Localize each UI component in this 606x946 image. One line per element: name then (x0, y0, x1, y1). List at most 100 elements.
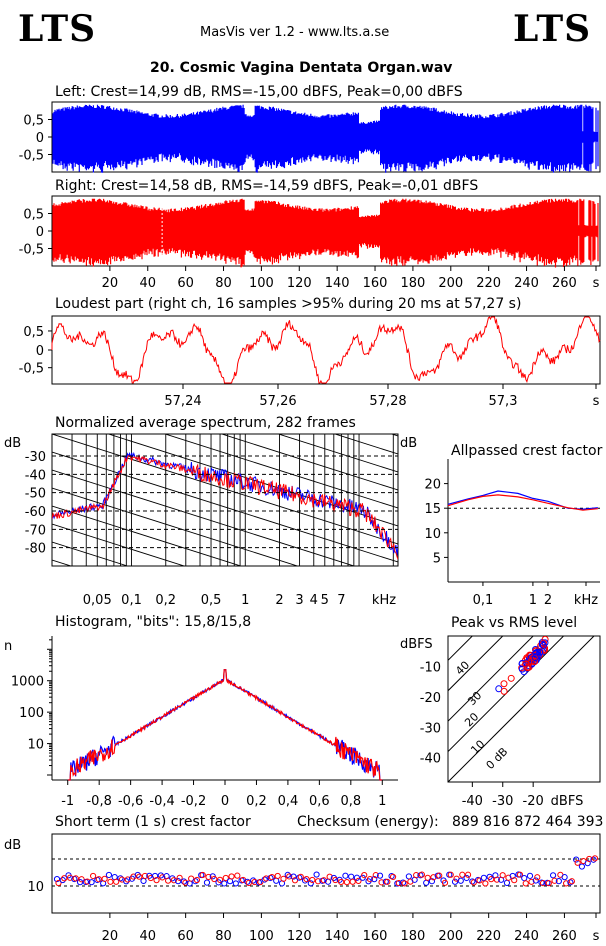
spectrum-right (52, 454, 398, 560)
shortcrest-point (203, 879, 211, 886)
x-tick-label: 20 (102, 276, 119, 291)
shortcrest-point (493, 876, 500, 883)
y-tick-label: 0,5 (23, 208, 44, 223)
shortcrest-point (297, 873, 304, 880)
x-tick-label: -40 (462, 794, 483, 809)
shortcrest-point (101, 875, 108, 882)
peakrms-point (539, 639, 547, 647)
loudest-title: Loudest part (right ch, 16 samples >95% … (55, 296, 521, 312)
shortcrest-point (423, 879, 430, 886)
y-tick-label: -40 (420, 752, 441, 767)
x-tick-label: 240 (514, 929, 539, 944)
shortcrest-point (463, 874, 470, 882)
shortcrest-point (159, 874, 166, 881)
shortcrest-point (55, 879, 62, 887)
shortcrest-point (268, 874, 276, 881)
x-tick-label: 200 (438, 929, 463, 944)
histogram-ylabel: n (4, 639, 12, 654)
x-tick-label: 0,1 (121, 593, 142, 608)
x-tick-label: 3 (295, 593, 303, 608)
peakrms-title: Peak vs RMS level (451, 615, 577, 631)
x-tick-label: 0,1 (473, 593, 494, 608)
shortcrest-point (534, 874, 541, 881)
histogram-right (67, 669, 383, 781)
x-tick-label: 220 (476, 929, 501, 944)
shortcrest-point (66, 874, 74, 881)
x-tick-label: s (593, 394, 600, 409)
shortcrest-point (309, 876, 316, 884)
shortcrest-point (355, 877, 362, 884)
shortcrest-point (436, 872, 443, 879)
x-tick-label: s (593, 929, 600, 944)
x-tick-label: 100 (249, 929, 274, 944)
shortcrest-point (366, 876, 374, 883)
crest-title: Allpassed crest factor (451, 443, 603, 459)
y-tick-label: -80 (25, 542, 46, 557)
y-tick-label: -0,5 (19, 243, 44, 258)
x-tick-label: 2 (544, 593, 552, 608)
y-tick-label: 10 (424, 527, 441, 542)
peakrms-point (536, 648, 544, 656)
x-tick-label: 1 (378, 794, 386, 809)
x-tick-label: 0,2 (246, 794, 267, 809)
x-tick-label: 60 (177, 276, 194, 291)
shortcrest-point (395, 880, 402, 887)
shortcrest-point (428, 878, 436, 885)
y-tick-label: 15 (424, 502, 441, 517)
shortcrest-point (216, 876, 224, 883)
shortcrest-title: Short term (1 s) crest factor (55, 814, 251, 830)
peakrms-plot (448, 636, 595, 782)
shortcrest-point (372, 872, 379, 879)
peakrms-point (531, 654, 539, 662)
x-tick-label: 60 (177, 929, 194, 944)
shortcrest-point (563, 880, 570, 887)
shortcrest-point (573, 856, 580, 863)
x-tick-label: 20 (102, 929, 119, 944)
y-tick-label: -60 (25, 505, 46, 520)
shortcrest-point (303, 875, 310, 883)
shortcrest-point (545, 880, 552, 887)
waveform-right (52, 198, 599, 268)
shortcrest-point (464, 871, 472, 878)
shortcrest-frame (51, 833, 601, 914)
shortcrest-point (441, 879, 449, 886)
shortcrest-point (274, 872, 281, 880)
peakrms-point (539, 642, 547, 650)
y-tick-label: -70 (25, 523, 46, 538)
shortcrest-point (175, 878, 182, 885)
x-tick-label: -0,4 (149, 794, 174, 809)
shortcrest-point (384, 878, 391, 885)
shortcrest-point (401, 880, 408, 887)
crest-series-left (447, 490, 598, 510)
lts-logo-left: LTS (18, 8, 97, 50)
shortcrest-point (192, 878, 199, 885)
x-tick-label: 100 (249, 276, 274, 291)
y-tick-label: 5 (433, 551, 441, 566)
spectrum-slope-line (163, 434, 398, 509)
y-tick-label: 0,5 (23, 114, 44, 129)
x-tick-label: -20 (523, 794, 544, 809)
spectrum-slope-line (276, 434, 398, 473)
diagonal-label: 20 (462, 710, 481, 729)
spectrum-slope-line (52, 451, 398, 563)
shortcrest-point (136, 873, 143, 880)
diagonal-label: 30 (465, 689, 484, 708)
x-tick-label: 1 (241, 593, 249, 608)
shortcrest-point (378, 879, 385, 886)
shortcrest-point (105, 871, 113, 879)
shortcrest-point (586, 855, 593, 863)
histogram-left (67, 669, 383, 781)
shortcrest-point (222, 874, 229, 882)
shortcrest-point (284, 871, 291, 879)
shortcrest-point (528, 878, 535, 885)
spectrum-slope-line (52, 308, 398, 418)
peakrms-xlabel: dBFS (551, 794, 584, 809)
shortcrest-point (290, 873, 297, 880)
shortcrest-point (574, 859, 581, 866)
shortcrest-point (307, 880, 314, 887)
shortcrest-point (313, 871, 320, 878)
shortcrest-point (521, 874, 528, 882)
spectrum-slope-line (52, 487, 299, 566)
x-tick-label: 80 (215, 929, 232, 944)
